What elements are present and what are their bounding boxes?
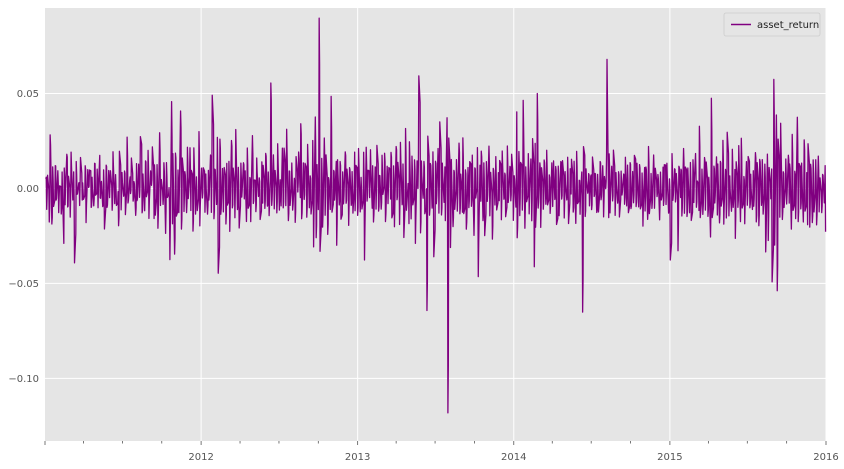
ticks: 0.05 0.00 −0.05 −0.10 2012 2013 2014 2015 2016: [8, 89, 838, 463]
legend-box: [723, 12, 821, 37]
x-tick-label: 2012: [188, 452, 213, 463]
y-tick-label: 0.00: [17, 184, 39, 195]
legend-label: asset_return: [757, 20, 819, 31]
y-tick-label: 0.05: [17, 89, 39, 100]
x-tick-label: 2015: [657, 452, 682, 463]
series-group: [45, 17, 827, 414]
x-tick-label: 2016: [813, 452, 838, 463]
x-tick-label: 2014: [501, 452, 526, 463]
x-tick-label: 2013: [345, 452, 370, 463]
y-tick-label: −0.10: [8, 374, 39, 385]
y-tick-label: −0.05: [8, 279, 39, 290]
legend: asset_return: [723, 12, 821, 37]
series-line-asset-return: [45, 17, 827, 414]
